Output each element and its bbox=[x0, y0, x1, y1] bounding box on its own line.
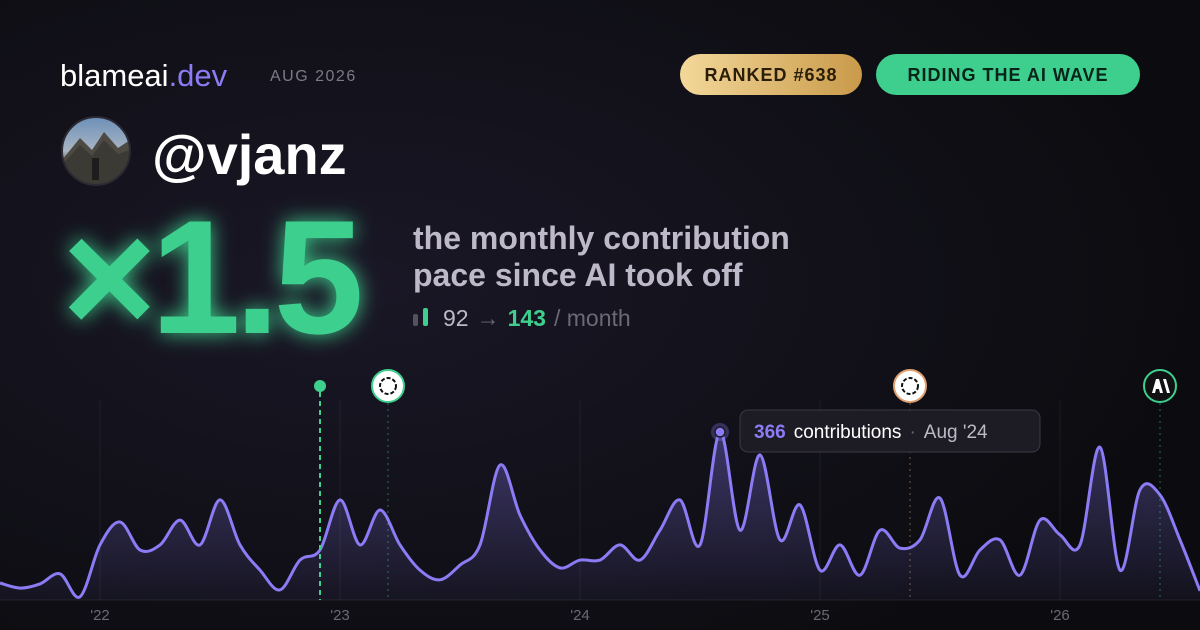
area bbox=[0, 431, 1200, 600]
event-markers bbox=[314, 369, 1177, 600]
event-icon bbox=[371, 369, 405, 403]
brand-tld: .dev bbox=[169, 58, 228, 93]
wave-badge bbox=[876, 54, 1140, 95]
stat-unit: / month bbox=[554, 305, 631, 331]
x-tick-label: '23 bbox=[330, 607, 350, 624]
avatar-ring bbox=[61, 116, 131, 186]
stat-before: 92 bbox=[443, 305, 469, 331]
stats: 92 → 143 / month bbox=[443, 305, 631, 331]
brand: blameai.dev bbox=[60, 58, 228, 93]
line bbox=[0, 430, 1200, 599]
tooltip-label: contributions bbox=[794, 422, 902, 443]
tooltip-value: 366 bbox=[754, 422, 786, 443]
tooltip-date: Aug '24 bbox=[924, 422, 988, 443]
stat-icon bbox=[423, 308, 428, 326]
avatar bbox=[62, 117, 130, 185]
tooltip bbox=[739, 409, 1041, 453]
event-logo bbox=[901, 377, 919, 395]
tooltip-text: 366 contributions · Aug '24 bbox=[754, 422, 988, 443]
wave-text: RIDING THE AI WAVE bbox=[907, 65, 1108, 85]
rank-badge bbox=[680, 54, 862, 95]
multiplier: ×1.5 bbox=[62, 187, 360, 368]
tooltip-sep: · bbox=[909, 422, 915, 443]
stat-arrow: → bbox=[477, 305, 500, 331]
tagline-line: the monthly contribution bbox=[413, 220, 790, 256]
event-icon bbox=[893, 369, 927, 403]
x-tick-label: '25 bbox=[810, 607, 830, 624]
peak-dot bbox=[714, 426, 726, 438]
handle: @vjanz bbox=[152, 123, 347, 186]
x-tick-label: '26 bbox=[1050, 607, 1070, 624]
period: AUG 2026 bbox=[270, 68, 357, 85]
tagline-line: pace since AI took off bbox=[413, 257, 743, 293]
x-tick-label: '24 bbox=[570, 607, 590, 624]
stat-after: 143 bbox=[508, 305, 546, 331]
event-logo bbox=[379, 377, 397, 395]
x-tick-label: '22 bbox=[90, 607, 110, 624]
rank-text: RANKED #638 bbox=[704, 65, 837, 85]
chart: '22 '23 '24 '25 '26 bbox=[0, 400, 1200, 624]
event-dot bbox=[314, 380, 326, 392]
stat-icon bbox=[413, 314, 418, 326]
brand-name: blameai bbox=[60, 58, 169, 93]
event-logo bbox=[1152, 379, 1170, 393]
